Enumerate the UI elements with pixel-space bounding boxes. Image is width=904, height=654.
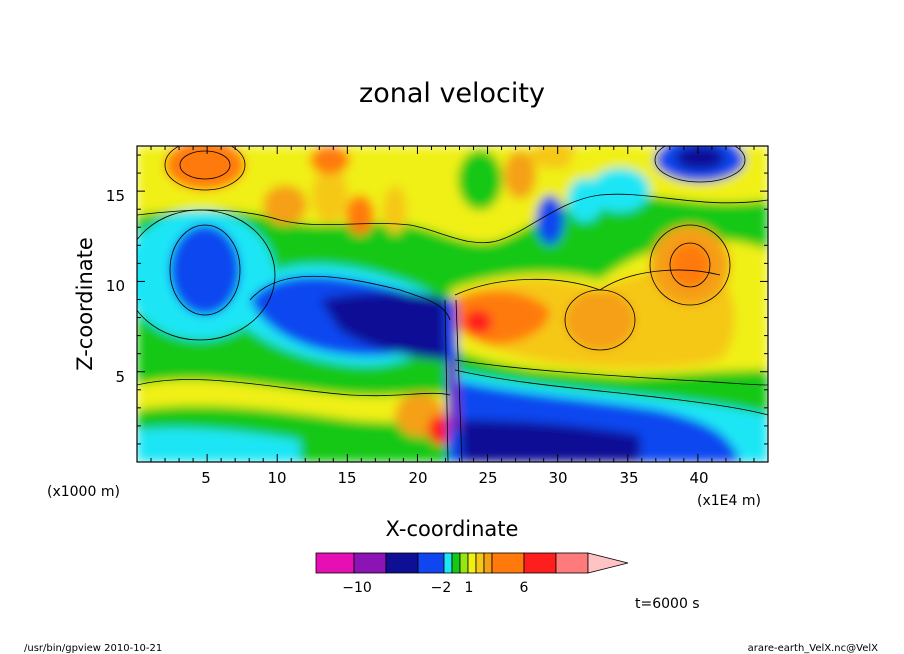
x-tick-label: 15: [337, 469, 356, 487]
x-tick-labels: 5 10 15 20 25 30 35 40: [201, 469, 708, 487]
x-tick-label: 30: [548, 469, 567, 487]
colorbar-swatch: [483, 552, 493, 574]
y-tick-label: 10: [106, 277, 125, 295]
colorbar-swatch: [353, 552, 387, 574]
colorbar-swatch: [459, 552, 469, 574]
colorbar-swatch: [555, 552, 589, 574]
colorbar: [315, 552, 629, 574]
x-axis-title: X-coordinate: [386, 517, 519, 541]
x-tick-label: 35: [619, 469, 638, 487]
colorbar-swatch: [443, 552, 453, 574]
colorbar-extend-arrow: [587, 552, 629, 574]
colorbar-tick-label: 6: [520, 580, 529, 596]
y-unit-label: (x1000 m): [47, 484, 120, 500]
y-axis-title: Z-coordinate: [73, 237, 97, 371]
x-tick-label: 10: [267, 469, 286, 487]
y-tick-label: 15: [106, 187, 125, 205]
colorbar-swatch: [417, 552, 445, 574]
colorbar-tick-label: −2: [431, 580, 452, 596]
colorbar-swatch: [451, 552, 461, 574]
x-unit-label: (x1E4 m): [697, 493, 761, 509]
contour-field: [137, 146, 768, 462]
colorbar-swatch: [315, 552, 355, 574]
colorbar-labels: −10 −2 1 6: [342, 580, 528, 596]
colorbar-tick-label: 1: [465, 580, 474, 596]
x-tick-label: 20: [408, 469, 427, 487]
colorbar-swatch: [491, 552, 525, 574]
colorbar-swatch: [467, 552, 477, 574]
x-tick-label: 5: [201, 469, 211, 487]
footer-right: arare-earth_VelX.nc@VelX: [748, 643, 879, 654]
colorbar-swatch: [523, 552, 557, 574]
colorbar-tick-label: −10: [342, 580, 372, 596]
x-tick-label: 25: [478, 469, 497, 487]
colorbar-swatch: [385, 552, 419, 574]
contour-lines: [137, 146, 768, 462]
footer-left: /usr/bin/gpview 2010-10-21: [24, 643, 162, 654]
y-tick-label: 5: [115, 368, 125, 386]
colorbar-swatch: [475, 552, 485, 574]
plot-frame: [136, 145, 769, 463]
time-label: t=6000 s: [635, 596, 700, 612]
y-tick-labels: 5 10 15: [106, 187, 125, 386]
x-tick-label: 40: [689, 469, 708, 487]
chart-title: zonal velocity: [359, 78, 545, 109]
